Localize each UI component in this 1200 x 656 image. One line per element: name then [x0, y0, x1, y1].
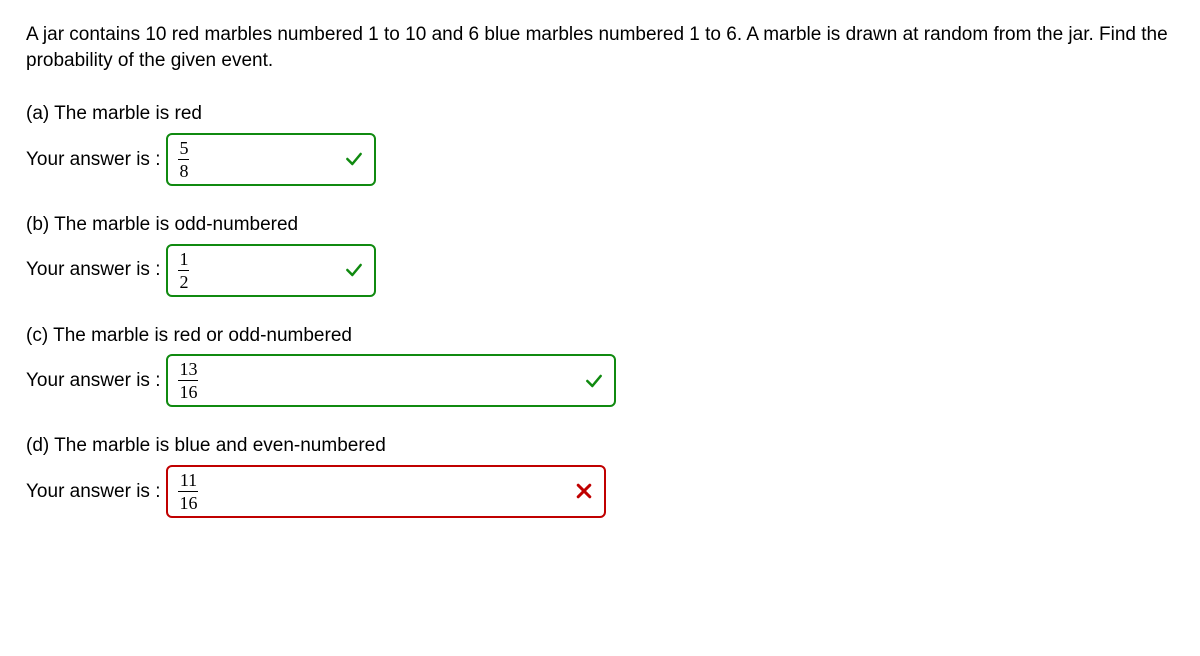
- fraction-denominator: 16: [178, 491, 198, 512]
- part-b-question: (b) The marble is odd-numbered: [26, 212, 1174, 238]
- part-d: (d) The marble is blue and even-numbered…: [26, 433, 1174, 518]
- fraction-numerator: 5: [178, 139, 189, 159]
- fraction-denominator: 16: [178, 380, 198, 401]
- part-b-fraction: 1 2: [178, 250, 189, 291]
- problem-intro: A jar contains 10 red marbles numbered 1…: [26, 22, 1174, 73]
- part-b: (b) The marble is odd-numbered Your answ…: [26, 212, 1174, 297]
- part-a-question: (a) The marble is red: [26, 101, 1174, 127]
- part-a: (a) The marble is red Your answer is : 5…: [26, 101, 1174, 186]
- part-c: (c) The marble is red or odd-numbered Yo…: [26, 323, 1174, 408]
- fraction-denominator: 8: [178, 159, 189, 180]
- part-c-answer-row: Your answer is : 13 16: [26, 354, 1174, 407]
- fraction-denominator: 2: [178, 270, 189, 291]
- part-c-answer-box[interactable]: 13 16: [166, 354, 616, 407]
- answer-label: Your answer is :: [26, 147, 160, 173]
- answer-label: Your answer is :: [26, 368, 160, 394]
- part-a-answer-row: Your answer is : 5 8: [26, 133, 1174, 186]
- answer-label: Your answer is :: [26, 479, 160, 505]
- fraction-numerator: 13: [178, 360, 198, 380]
- part-a-fraction: 5 8: [178, 139, 189, 180]
- cross-icon: [574, 481, 594, 501]
- fraction-numerator: 1: [178, 250, 189, 270]
- part-d-question: (d) The marble is blue and even-numbered: [26, 433, 1174, 459]
- part-b-answer-row: Your answer is : 1 2: [26, 244, 1174, 297]
- check-icon: [344, 149, 364, 169]
- answer-label: Your answer is :: [26, 257, 160, 283]
- part-c-fraction: 13 16: [178, 360, 198, 401]
- part-d-fraction: 11 16: [178, 471, 198, 512]
- part-c-question: (c) The marble is red or odd-numbered: [26, 323, 1174, 349]
- fraction-numerator: 11: [179, 471, 198, 491]
- part-d-answer-box[interactable]: 11 16: [166, 465, 606, 518]
- part-d-answer-row: Your answer is : 11 16: [26, 465, 1174, 518]
- check-icon: [584, 371, 604, 391]
- part-a-answer-box[interactable]: 5 8: [166, 133, 376, 186]
- part-b-answer-box[interactable]: 1 2: [166, 244, 376, 297]
- check-icon: [344, 260, 364, 280]
